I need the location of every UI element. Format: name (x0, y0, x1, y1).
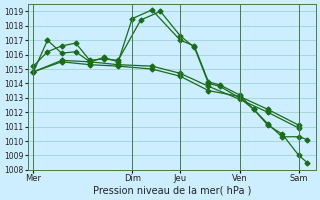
X-axis label: Pression niveau de la mer( hPa ): Pression niveau de la mer( hPa ) (92, 186, 251, 196)
